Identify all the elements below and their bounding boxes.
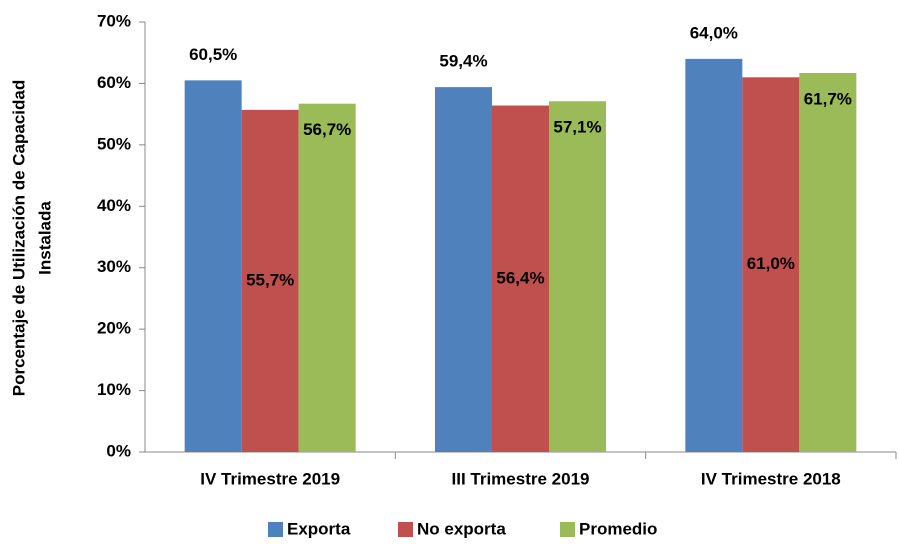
bar [685, 58, 743, 452]
y-tick-label: 10% [97, 380, 131, 399]
bar [549, 101, 606, 452]
y-axis-title: Porcentaje de Utilización de Capacidad [9, 80, 28, 396]
legend-label: No exporta [417, 519, 506, 538]
bar [799, 72, 857, 452]
y-tick-label: 40% [97, 196, 131, 215]
y-tick-label: 70% [97, 11, 131, 30]
x-tick-label: III Trimestre 2019 [452, 469, 590, 488]
bar [184, 80, 242, 452]
bar [241, 109, 299, 452]
legend-swatch [398, 522, 413, 537]
x-tick-label: IV Trimestre 2018 [701, 469, 841, 488]
bar [298, 103, 356, 452]
data-label: 56,4% [496, 268, 544, 287]
data-label: 61,7% [804, 89, 852, 108]
y-tick-label: 30% [97, 257, 131, 276]
data-label: 64,0% [690, 23, 738, 42]
y-tick-label: 60% [97, 73, 131, 92]
y-tick-label: 0% [106, 441, 131, 460]
bar [492, 105, 549, 453]
legend-swatch [268, 522, 283, 537]
data-label: 56,7% [303, 120, 351, 139]
data-label: 57,1% [553, 118, 601, 137]
legend-label: Exporta [287, 519, 351, 538]
legend-swatch [560, 522, 575, 537]
x-tick-label: IV Trimestre 2019 [200, 469, 340, 488]
data-label: 59,4% [439, 52, 487, 71]
data-label: 61,0% [747, 254, 795, 273]
data-label: 55,7% [246, 270, 294, 289]
y-axis-title: Instalada [35, 201, 54, 275]
bar [742, 77, 800, 453]
y-tick-label: 50% [97, 134, 131, 153]
legend-label: Promedio [579, 519, 657, 538]
y-tick-label: 20% [97, 319, 131, 338]
data-label: 60,5% [189, 45, 237, 64]
bar [435, 87, 492, 452]
